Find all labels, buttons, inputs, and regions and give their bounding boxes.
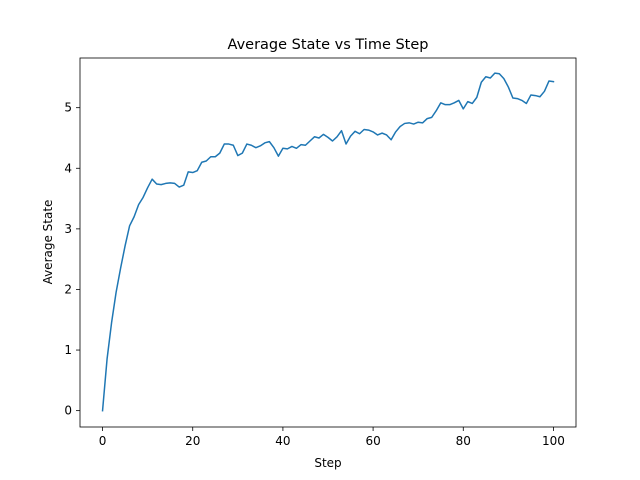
plot-frame	[79, 57, 577, 428]
chart-title: Average State vs Time Step	[228, 37, 429, 53]
x-tick-label: 100	[542, 434, 565, 448]
plot-layer	[101, 72, 555, 412]
ticks-layer: 0 20 40 60 80 100 0 1 2 3 4 5	[64, 101, 565, 448]
x-tick-label: 40	[275, 434, 290, 448]
series-line	[101, 72, 555, 412]
x-tick-label: 80	[456, 434, 471, 448]
x-tick-label: 0	[99, 434, 107, 448]
x-tick-label: 60	[365, 434, 380, 448]
x-tick-label: 20	[185, 434, 200, 448]
y-tick-label: 0	[64, 404, 72, 418]
x-axis-label: Step	[314, 456, 341, 470]
plot-area	[80, 58, 576, 427]
y-tick-label: 3	[64, 222, 72, 236]
y-tick-label: 2	[64, 282, 72, 296]
y-axis-label: Average State	[41, 200, 55, 285]
y-tick-label: 1	[64, 343, 72, 357]
y-tick-label: 4	[64, 161, 72, 175]
y-tick-label: 5	[64, 101, 72, 115]
